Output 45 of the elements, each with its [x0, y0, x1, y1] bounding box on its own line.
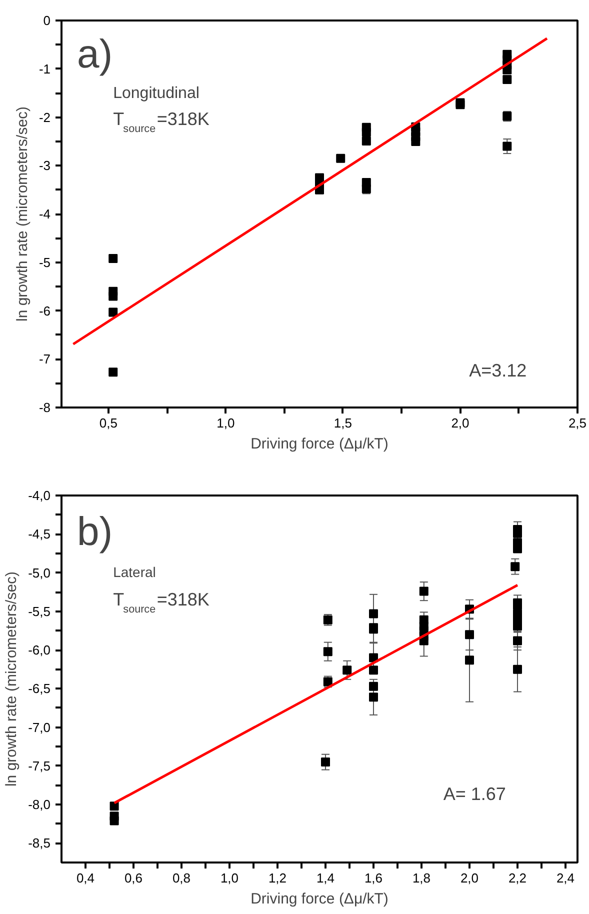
annotation: Lateral [113, 564, 156, 580]
annotation: A=3.12 [469, 360, 527, 380]
annotation: b) [76, 510, 113, 554]
y-tick-label: -2 [38, 110, 51, 125]
y-tick-label: -5,0 [28, 565, 51, 580]
y-tick-label: -4,0 [28, 488, 51, 503]
x-axis-title: Driving force (Δμ/kT) [250, 890, 388, 908]
y-tick-label: -7,5 [28, 758, 51, 774]
annotation: A= 1.67 [443, 784, 506, 804]
y-tick-label: -4 [38, 206, 51, 222]
y-tick-label: -8,0 [28, 797, 51, 812]
x-tick-label: 1,0 [220, 870, 239, 886]
y-tick-label: -6,0 [28, 642, 51, 658]
x-tick-label: 1,4 [316, 870, 335, 886]
x-tick-label: 2,0 [451, 416, 470, 430]
y-tick-label: -5 [38, 254, 51, 270]
y-tick-label: -4,5 [28, 526, 51, 542]
x-tick-label: 0,8 [172, 870, 191, 886]
x-tick-label: 2,4 [556, 870, 575, 886]
y-tick-label: -7 [38, 352, 51, 367]
y-tick-label: 0 [43, 13, 51, 28]
x-tick-label: 1,5 [334, 416, 352, 430]
x-tick-label: 2,2 [508, 870, 527, 886]
x-tick-label: 2,0 [460, 870, 479, 886]
y-tick-label: -1 [38, 61, 51, 76]
annotation: Longitudinal [113, 84, 200, 102]
x-tick-label: 0,6 [124, 870, 143, 886]
y-tick-label: -7,0 [28, 720, 51, 735]
x-tick-label: 1,0 [216, 416, 235, 430]
x-tick-label: 0,5 [99, 416, 118, 430]
x-tick-label: 1,6 [364, 870, 383, 886]
y-tick-label: -8 [38, 400, 51, 415]
x-axis-title: Driving force (Δμ/kT) [250, 436, 388, 452]
y-tick-label: -6 [38, 303, 51, 318]
y-axis-title: ln growth rate (micrometers/sec) [14, 106, 31, 322]
y-tick-label: -5,5 [28, 604, 51, 619]
y-tick-label: -6,5 [28, 681, 51, 696]
y-tick-label: -8,5 [28, 836, 51, 851]
x-tick-label: 0,4 [76, 870, 95, 886]
x-tick-label: 1,8 [412, 870, 431, 886]
annotation: a) [76, 32, 113, 77]
y-axis-title: ln growth rate (micrometers/sec) [3, 571, 20, 787]
y-tick-label: -3 [38, 158, 51, 174]
x-tick-label: 2,5 [568, 416, 587, 430]
x-tick-label: 1,2 [268, 870, 287, 886]
